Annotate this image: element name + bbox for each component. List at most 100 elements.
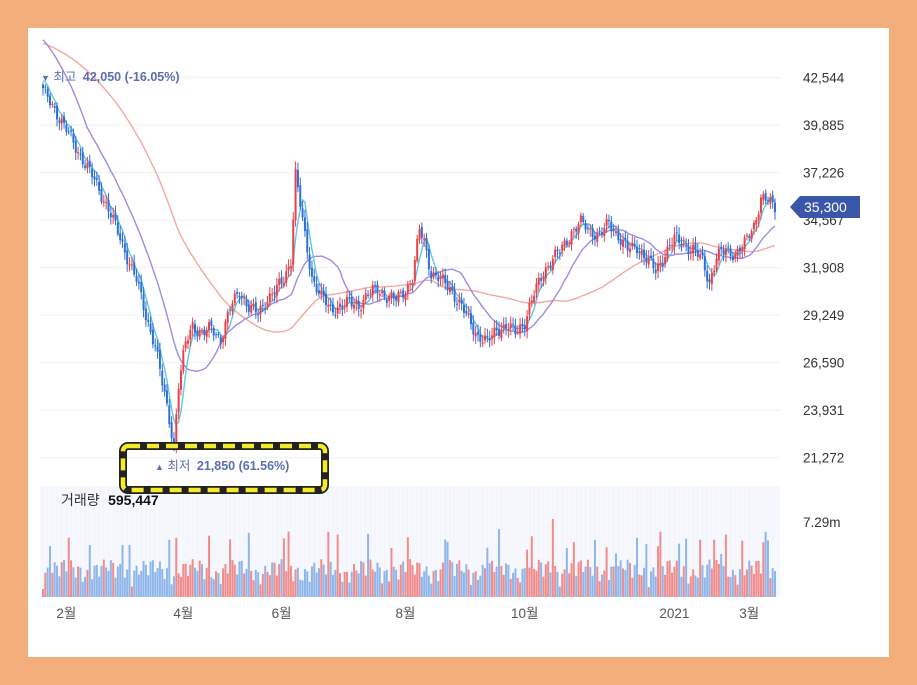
volume-bar <box>133 570 136 597</box>
candle-body <box>364 293 367 301</box>
candle-body <box>748 235 751 239</box>
volume-bar <box>402 561 405 597</box>
candle-body <box>766 200 769 202</box>
candle-body <box>523 325 526 329</box>
volume-bar <box>374 571 377 597</box>
volume-bar <box>694 575 697 597</box>
volume-bar <box>565 548 568 597</box>
candle-body <box>498 328 501 336</box>
stock-chart[interactable]: 42,54439,88537,22634,56731,90829,24926,5… <box>28 28 889 657</box>
volume-bar <box>748 560 751 597</box>
volume-bar <box>526 549 529 597</box>
volume-bar <box>696 577 699 597</box>
candle-body <box>163 384 166 392</box>
volume-bar <box>329 561 332 597</box>
candle-body <box>287 266 290 271</box>
volume-bar <box>643 567 646 597</box>
candle-body <box>86 162 89 169</box>
volume-bar <box>701 565 704 597</box>
volume-bar <box>570 563 573 597</box>
volume-bar <box>757 560 760 597</box>
volume-bar <box>395 569 398 597</box>
candle-body <box>53 105 56 108</box>
volume-bar <box>568 573 571 597</box>
volume-bar <box>102 559 105 597</box>
candle-body <box>610 221 613 232</box>
candle-body <box>264 308 267 310</box>
volume-bar <box>540 562 543 597</box>
candle-body <box>696 249 699 257</box>
candle-body <box>462 304 465 313</box>
volume-bar <box>586 559 589 597</box>
candle-body <box>203 329 206 336</box>
candle-body <box>467 313 470 315</box>
candle-body <box>114 213 117 221</box>
candle-body <box>427 249 430 270</box>
candle-body <box>198 330 201 337</box>
candle-body <box>717 248 720 261</box>
candle-body <box>324 293 327 306</box>
candle-body <box>306 229 309 253</box>
volume-bar <box>154 572 157 597</box>
volume-bar <box>661 566 664 597</box>
candle-body <box>444 274 447 284</box>
volume-bar <box>100 565 103 597</box>
low-label: 최저 <box>167 459 190 473</box>
volume-bar <box>680 576 683 597</box>
volume-bar <box>425 566 428 597</box>
candle-body <box>530 300 533 304</box>
candle-body <box>259 305 262 315</box>
volume-bar <box>481 564 484 597</box>
candle-body <box>476 332 479 335</box>
candle-body <box>661 262 664 266</box>
candle-body <box>671 244 674 246</box>
candle-body <box>362 300 365 309</box>
candle-body <box>402 290 405 298</box>
volume-bar <box>144 564 147 597</box>
volume-bar <box>462 572 465 597</box>
volume-bar <box>589 567 592 597</box>
volume-bar <box>493 571 496 597</box>
volume-bar <box>558 586 561 597</box>
candle-body <box>65 124 68 132</box>
volume-bar <box>418 563 421 597</box>
volume-bar <box>121 544 124 597</box>
volume-bar <box>247 532 250 597</box>
candle-body <box>416 238 419 261</box>
volume-bar <box>598 581 601 597</box>
candle-body <box>643 249 646 259</box>
candle-body <box>507 329 510 331</box>
candle-body <box>605 218 608 226</box>
volume-bar <box>685 538 688 597</box>
volume-value: 595,447 <box>108 492 159 508</box>
volume-bar <box>285 571 288 597</box>
svg-text:▼ 최고 42,05: ▼ 최고 42,050 (-16.05%) <box>41 70 180 84</box>
volume-bar <box>280 559 283 597</box>
candle-body <box>158 349 161 369</box>
volume-bar <box>126 569 129 597</box>
candle-body <box>706 270 709 282</box>
volume-bar <box>77 566 80 597</box>
candle-body <box>409 283 412 285</box>
volume-bar <box>222 568 225 597</box>
candle-body <box>149 323 152 332</box>
candle-body <box>759 197 762 213</box>
candle-body <box>299 185 302 207</box>
candle-body <box>367 294 370 296</box>
volume-bar <box>505 563 508 597</box>
volume-bar <box>381 583 384 597</box>
candle-body <box>339 303 342 308</box>
volume-bar <box>282 538 285 597</box>
volume-bar <box>575 576 578 597</box>
volume-bar <box>448 560 451 597</box>
volume-bar <box>762 542 765 597</box>
candle-body <box>575 228 578 232</box>
candle-body <box>194 324 197 333</box>
volume-bar <box>610 566 613 597</box>
volume-bar <box>42 589 44 597</box>
candle-body <box>425 237 428 251</box>
volume-bar <box>215 571 218 597</box>
candle-body <box>135 276 138 282</box>
candle-body <box>147 319 150 322</box>
candle-body <box>322 291 325 297</box>
